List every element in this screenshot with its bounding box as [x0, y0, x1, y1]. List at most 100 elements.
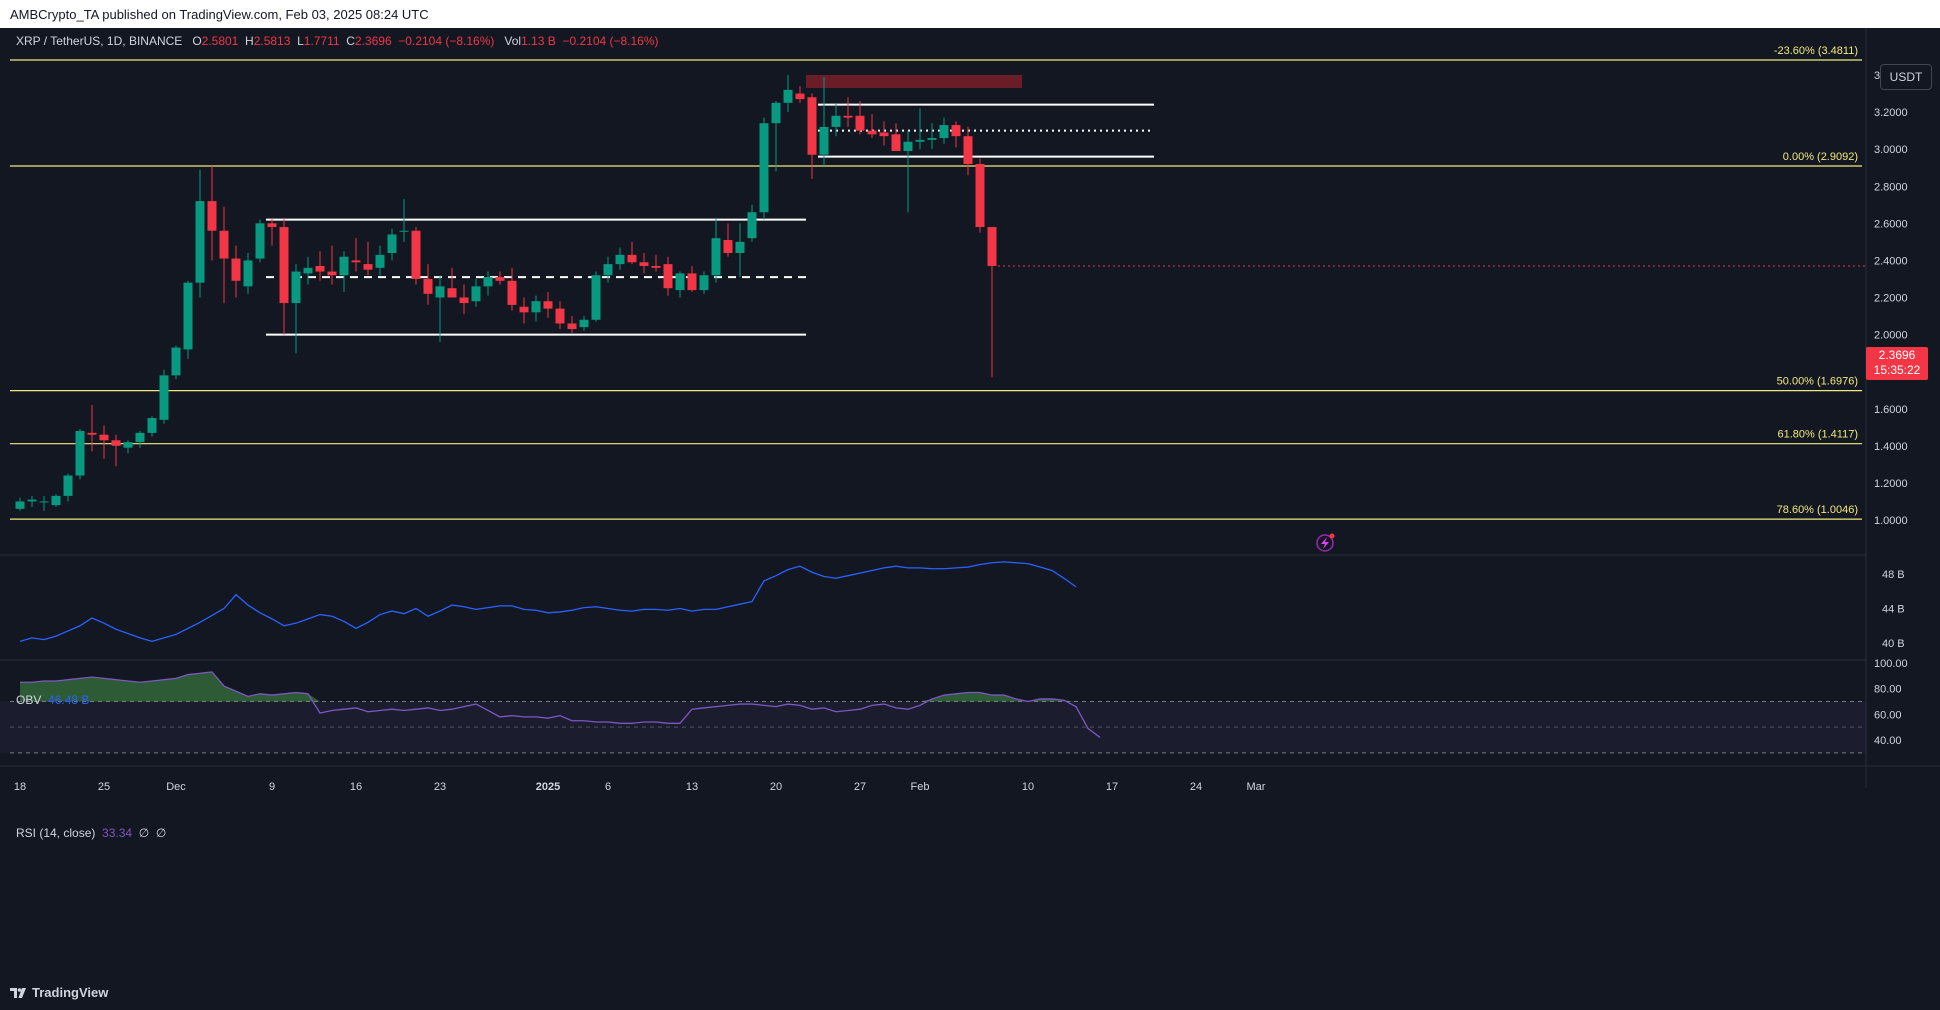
volume-value: 1.13 B	[521, 34, 556, 48]
publish-header: AMBCrypto_TA published on TradingView.co…	[0, 0, 1940, 28]
candle-body	[183, 282, 193, 350]
candle-body	[219, 230, 229, 259]
supply-zone	[806, 75, 1022, 88]
candle-body	[987, 227, 997, 266]
candle-body	[867, 130, 877, 135]
price-axis-tick: 2.2000	[1874, 293, 1908, 305]
candle-body	[495, 277, 505, 281]
open-key: O	[192, 34, 202, 48]
candle-body	[279, 227, 289, 304]
fib-level-label: 78.60% (1.0046)	[1777, 504, 1858, 516]
current-price-tag: 2.3696 15:35:22	[1866, 347, 1928, 380]
rsi-legend[interactable]: RSI (14, close) 33.34 ∅ ∅	[16, 826, 166, 840]
tradingview-logo-icon	[10, 988, 26, 998]
obv-legend[interactable]: OBV 46.48 B	[16, 693, 89, 707]
candle-body	[855, 115, 865, 131]
symbol-title: XRP / TetherUS, 1D, BINANCE	[16, 34, 183, 48]
time-axis-tick: Dec	[166, 781, 186, 793]
close-value: 2.3696	[354, 34, 392, 48]
time-axis-tick: 24	[1190, 781, 1202, 793]
candle-body	[915, 139, 925, 142]
candle-body	[879, 132, 889, 137]
candle-body	[435, 286, 445, 298]
time-axis-tick: 9	[269, 781, 275, 793]
price-axis-tick: 1.6000	[1874, 404, 1908, 416]
price-change: −0.2104 (−8.16%)	[398, 34, 495, 48]
candle-body	[375, 254, 385, 268]
candle-body	[747, 212, 757, 239]
candle-body	[723, 240, 733, 253]
currency-badge[interactable]: USDT	[1880, 64, 1932, 90]
volume-key: Vol	[504, 34, 522, 48]
candle-body	[243, 260, 253, 287]
candle-body	[459, 297, 469, 304]
current-price-value: 2.3696	[1878, 348, 1916, 362]
candle-body	[843, 115, 853, 118]
footer: TradingView	[0, 976, 1940, 1010]
candle-body	[267, 223, 277, 228]
candle-body	[111, 440, 121, 446]
volume-change: −0.2104 (−8.16%)	[562, 34, 659, 48]
obv-line	[19, 561, 1077, 642]
time-axis-tick: 13	[686, 781, 698, 793]
price-axis-tick: 1.2000	[1874, 478, 1908, 490]
candle-body	[327, 271, 337, 276]
event-marker-icon[interactable]	[1316, 534, 1334, 552]
time-axis-tick: 2025	[536, 781, 560, 793]
candle-body	[231, 258, 241, 281]
obv-axis-tick: 44 B	[1882, 604, 1905, 616]
candle-body	[831, 115, 841, 127]
candle-body	[651, 265, 661, 268]
candle-body	[399, 230, 409, 232]
time-axis-tick: Mar	[1247, 781, 1266, 793]
time-axis-tick: 18	[14, 781, 26, 793]
symbol-legend: XRP / TetherUS, 1D, BINANCE O2.5801 H2.5…	[16, 34, 659, 48]
high-key: H	[245, 34, 254, 48]
candle-body	[603, 264, 613, 276]
candle-body	[663, 264, 673, 289]
candle-body	[39, 501, 49, 503]
candle-body	[939, 125, 949, 139]
chart-area[interactable]: -23.60% (3.4811) 0.00% (2.9092) 50.00% (1.…	[0, 28, 1940, 976]
candle-body	[807, 97, 817, 155]
candle-body	[591, 275, 601, 320]
candle-body	[963, 136, 973, 164]
candle-body	[579, 319, 589, 328]
rsi-value: 33.34	[102, 826, 133, 840]
candle-body	[627, 254, 637, 263]
time-axis-tick: 17	[1106, 781, 1118, 793]
candle-body	[615, 254, 625, 265]
time-axis-tick: 25	[98, 781, 110, 793]
time-axis-tick: 10	[1022, 781, 1034, 793]
candle-body	[687, 273, 697, 291]
candle-body	[123, 442, 133, 448]
candle-body	[675, 273, 685, 291]
candle-body	[423, 278, 433, 294]
candle-body	[255, 223, 265, 259]
candle-body	[819, 126, 829, 155]
time-axis-tick: 23	[434, 781, 446, 793]
candle-body	[135, 432, 145, 443]
time-axis-tick: 27	[854, 781, 866, 793]
publish-info: AMBCrypto_TA published on TradingView.co…	[10, 7, 429, 22]
price-axis-tick: 1.4000	[1874, 441, 1908, 453]
rsi-label: RSI (14, close)	[16, 826, 96, 840]
price-axis-tick: 2.6000	[1874, 218, 1908, 230]
candle-body	[339, 256, 349, 276]
time-axis-tick: Feb	[911, 781, 930, 793]
rsi-axis-tick: 80.00	[1874, 684, 1902, 696]
candle-body	[159, 375, 169, 420]
candle-body	[519, 306, 529, 313]
candle-body	[171, 347, 181, 376]
obv-label: OBV	[16, 693, 42, 707]
candle-body	[759, 123, 769, 213]
candle-body	[27, 499, 37, 502]
candle-body	[387, 234, 397, 253]
candle-body	[471, 286, 481, 302]
candle-body	[975, 164, 985, 228]
candle-body	[147, 418, 157, 433]
rsi-axis-tick: 40.00	[1874, 735, 1902, 747]
chart-canvas[interactable]: -23.60% (3.4811) 0.00% (2.9092) 50.00% (1.…	[0, 28, 1940, 976]
high-value: 2.5813	[253, 34, 291, 48]
price-axis-tick: 1.0000	[1874, 515, 1908, 527]
